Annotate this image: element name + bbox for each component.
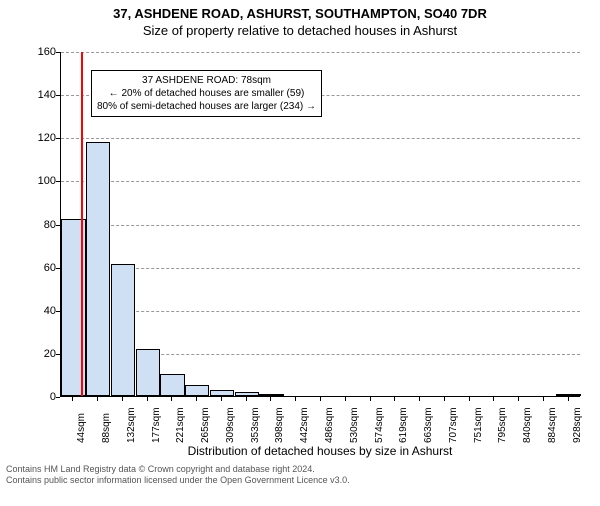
ytick-mark (56, 138, 60, 139)
annotation-line: 80% of semi-detached houses are larger (… (97, 100, 316, 113)
xtick-mark (543, 397, 544, 401)
xtick-label: 486sqm (324, 407, 335, 443)
xtick-mark (320, 397, 321, 401)
histogram-bar (259, 394, 283, 396)
xtick-label: 707sqm (448, 407, 459, 443)
xtick-label: 884sqm (547, 407, 558, 443)
xtick-label: 619sqm (398, 407, 409, 443)
ytick-label: 100 (16, 175, 56, 187)
chart-title-line1: 37, ASHDENE ROAD, ASHURST, SOUTHAMPTON, … (0, 6, 600, 21)
xtick-mark (97, 397, 98, 401)
xtick-label: 353sqm (250, 407, 261, 443)
ytick-mark (56, 397, 60, 398)
xtick-label: 795sqm (497, 407, 508, 443)
histogram-bar (210, 390, 234, 396)
ytick-mark (56, 225, 60, 226)
histogram-bar (160, 374, 184, 396)
gridline (61, 138, 580, 139)
xtick-mark (568, 397, 569, 401)
ytick-label: 60 (16, 262, 56, 274)
histogram-bar (185, 385, 209, 396)
plot-area: 37 ASHDENE ROAD: 78sqm← 20% of detached … (60, 52, 580, 397)
xtick-mark (518, 397, 519, 401)
xtick-mark (469, 397, 470, 401)
xtick-mark (370, 397, 371, 401)
histogram-bar (235, 392, 259, 396)
xtick-mark (345, 397, 346, 401)
xtick-mark (394, 397, 395, 401)
histogram-bar (556, 394, 580, 396)
reference-line (81, 52, 83, 396)
xtick-label: 398sqm (274, 407, 285, 443)
chart-title-line2: Size of property relative to detached ho… (0, 23, 600, 38)
xtick-mark (270, 397, 271, 401)
ytick-label: 160 (16, 46, 56, 58)
histogram-bar (136, 349, 160, 396)
xtick-mark (493, 397, 494, 401)
annotation-box: 37 ASHDENE ROAD: 78sqm← 20% of detached … (91, 70, 322, 117)
footer-line1: Contains HM Land Registry data © Crown c… (6, 464, 594, 475)
xtick-mark (196, 397, 197, 401)
xtick-label: 442sqm (299, 407, 310, 443)
xtick-label: 132sqm (126, 407, 137, 443)
ytick-mark (56, 268, 60, 269)
histogram-bar (111, 264, 135, 396)
xtick-mark (444, 397, 445, 401)
histogram-bar (86, 142, 110, 396)
x-axis-label: Distribution of detached houses by size … (60, 444, 580, 458)
ytick-label: 80 (16, 219, 56, 231)
ytick-label: 120 (16, 132, 56, 144)
ytick-mark (56, 181, 60, 182)
xtick-mark (171, 397, 172, 401)
gridline (61, 268, 580, 269)
xtick-mark (295, 397, 296, 401)
xtick-label: 663sqm (423, 407, 434, 443)
ytick-label: 140 (16, 89, 56, 101)
xtick-mark (419, 397, 420, 401)
gridline (61, 311, 580, 312)
footer-line2: Contains public sector information licen… (6, 475, 594, 486)
xtick-label: 44sqm (76, 413, 87, 443)
ytick-mark (56, 95, 60, 96)
xtick-label: 574sqm (374, 407, 385, 443)
annotation-line: ← 20% of detached houses are smaller (59… (97, 87, 316, 100)
ytick-label: 0 (16, 391, 56, 403)
footer-attribution: Contains HM Land Registry data © Crown c… (0, 462, 600, 487)
xtick-label: 751sqm (473, 407, 484, 443)
ytick-label: 40 (16, 305, 56, 317)
ytick-mark (56, 52, 60, 53)
ytick-mark (56, 354, 60, 355)
xtick-mark (72, 397, 73, 401)
xtick-mark (122, 397, 123, 401)
chart-container: Number of detached properties 37 ASHDENE… (0, 42, 600, 462)
gridline (61, 52, 580, 53)
xtick-mark (147, 397, 148, 401)
xtick-label: 309sqm (225, 407, 236, 443)
xtick-mark (221, 397, 222, 401)
xtick-label: 177sqm (151, 407, 162, 443)
xtick-label: 221sqm (175, 407, 186, 443)
xtick-label: 928sqm (572, 407, 583, 443)
xtick-label: 265sqm (200, 407, 211, 443)
xtick-mark (246, 397, 247, 401)
xtick-label: 530sqm (349, 407, 360, 443)
gridline (61, 225, 580, 226)
xtick-label: 88sqm (101, 413, 112, 443)
gridline (61, 181, 580, 182)
annotation-line: 37 ASHDENE ROAD: 78sqm (97, 74, 316, 87)
xtick-label: 840sqm (522, 407, 533, 443)
ytick-label: 20 (16, 348, 56, 360)
ytick-mark (56, 311, 60, 312)
